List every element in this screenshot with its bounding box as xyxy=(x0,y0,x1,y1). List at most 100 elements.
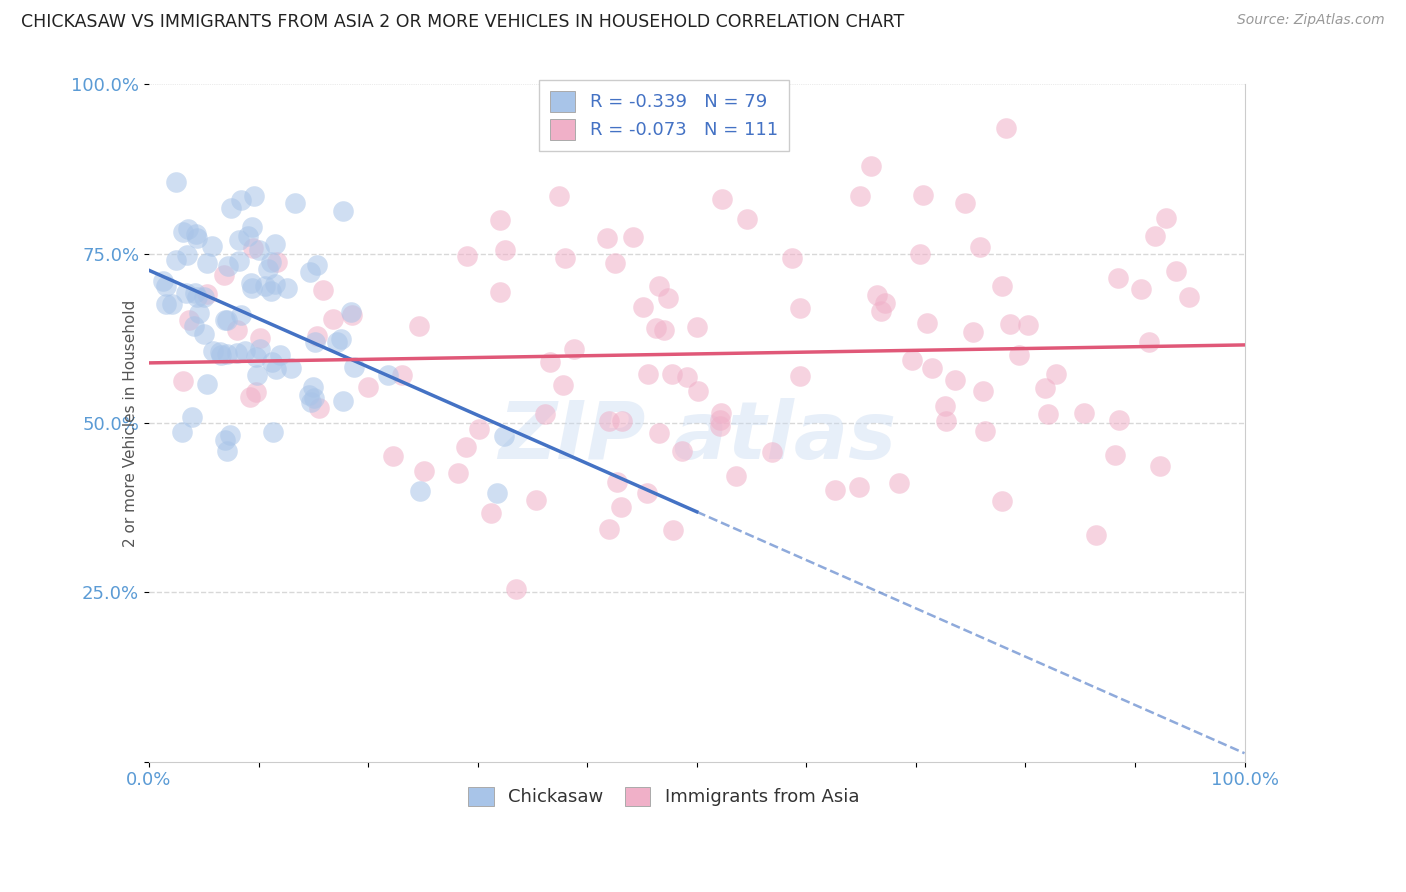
Point xyxy=(901,353,924,368)
Point xyxy=(226,346,249,360)
Point xyxy=(249,343,271,357)
Point xyxy=(312,283,335,297)
Point xyxy=(935,414,957,428)
Point xyxy=(610,500,633,514)
Point xyxy=(1008,347,1031,361)
Point xyxy=(991,278,1014,293)
Point xyxy=(870,304,893,318)
Point xyxy=(554,251,576,265)
Point xyxy=(165,253,187,268)
Point xyxy=(479,506,502,520)
Point xyxy=(409,483,432,498)
Y-axis label: 2 or more Vehicles in Household: 2 or more Vehicles in Household xyxy=(122,300,138,547)
Point xyxy=(612,414,634,428)
Point xyxy=(934,399,956,413)
Point xyxy=(242,241,264,255)
Point xyxy=(184,285,207,300)
Point xyxy=(534,407,557,421)
Point xyxy=(1107,271,1129,285)
Point xyxy=(259,255,281,269)
Point xyxy=(486,485,509,500)
Point xyxy=(408,319,430,334)
Point xyxy=(887,476,910,491)
Point xyxy=(215,347,238,361)
Point xyxy=(177,222,200,236)
Point xyxy=(215,313,238,327)
Point xyxy=(176,248,198,262)
Point xyxy=(356,380,378,394)
Point xyxy=(998,318,1021,332)
Point xyxy=(228,254,250,268)
Point xyxy=(215,443,238,458)
Point xyxy=(217,260,239,274)
Point xyxy=(974,424,997,438)
Point xyxy=(343,359,366,374)
Point xyxy=(995,121,1018,136)
Point xyxy=(200,238,222,252)
Point xyxy=(233,344,256,359)
Point xyxy=(1144,228,1167,243)
Point xyxy=(636,486,658,500)
Point xyxy=(245,350,267,364)
Point xyxy=(152,275,174,289)
Point xyxy=(494,243,516,257)
Point xyxy=(637,368,659,382)
Point xyxy=(848,480,870,494)
Point xyxy=(377,368,399,382)
Point xyxy=(264,362,287,376)
Point xyxy=(197,287,219,301)
Point xyxy=(249,331,271,345)
Point xyxy=(326,335,349,350)
Point xyxy=(340,305,363,319)
Point xyxy=(1137,335,1160,350)
Point xyxy=(606,475,628,489)
Point xyxy=(214,313,236,327)
Point xyxy=(596,231,619,245)
Point xyxy=(780,252,803,266)
Point xyxy=(299,395,322,409)
Point xyxy=(280,361,302,376)
Point xyxy=(209,344,232,359)
Point xyxy=(243,189,266,203)
Point xyxy=(260,355,283,369)
Point xyxy=(304,334,326,349)
Point xyxy=(685,320,707,334)
Point xyxy=(644,97,666,112)
Point xyxy=(231,193,253,207)
Point xyxy=(245,384,267,399)
Point xyxy=(183,318,205,333)
Point xyxy=(943,373,966,387)
Point xyxy=(915,316,938,330)
Point xyxy=(524,493,547,508)
Point xyxy=(260,284,283,298)
Point xyxy=(165,176,187,190)
Point xyxy=(247,243,270,257)
Point xyxy=(413,464,436,478)
Point xyxy=(676,369,699,384)
Point xyxy=(225,323,247,337)
Point xyxy=(866,288,889,302)
Point xyxy=(647,279,669,293)
Point xyxy=(1104,448,1126,462)
Point xyxy=(1017,318,1039,332)
Point xyxy=(489,285,512,299)
Point xyxy=(246,368,269,382)
Point xyxy=(709,418,731,433)
Text: CHICKASAW VS IMMIGRANTS FROM ASIA 2 OR MORE VEHICLES IN HOUSEHOLD CORRELATION CH: CHICKASAW VS IMMIGRANTS FROM ASIA 2 OR M… xyxy=(21,13,904,31)
Point xyxy=(661,367,683,381)
Point xyxy=(264,237,287,252)
Point xyxy=(447,466,470,480)
Point xyxy=(538,355,561,369)
Point xyxy=(218,428,240,442)
Point xyxy=(181,409,204,424)
Point xyxy=(193,327,215,342)
Point xyxy=(170,425,193,439)
Point xyxy=(789,301,811,316)
Point xyxy=(184,227,207,242)
Point xyxy=(598,522,620,536)
Point xyxy=(972,384,994,398)
Point xyxy=(228,233,250,247)
Point xyxy=(284,196,307,211)
Point xyxy=(910,247,932,261)
Point xyxy=(302,392,325,406)
